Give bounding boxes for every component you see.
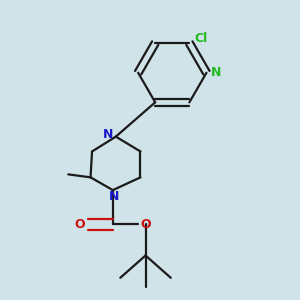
Text: O: O — [140, 218, 151, 231]
Text: N: N — [109, 190, 119, 203]
Text: N: N — [103, 128, 114, 141]
Text: Cl: Cl — [194, 32, 207, 45]
Text: O: O — [75, 218, 86, 231]
Text: N: N — [211, 66, 221, 79]
